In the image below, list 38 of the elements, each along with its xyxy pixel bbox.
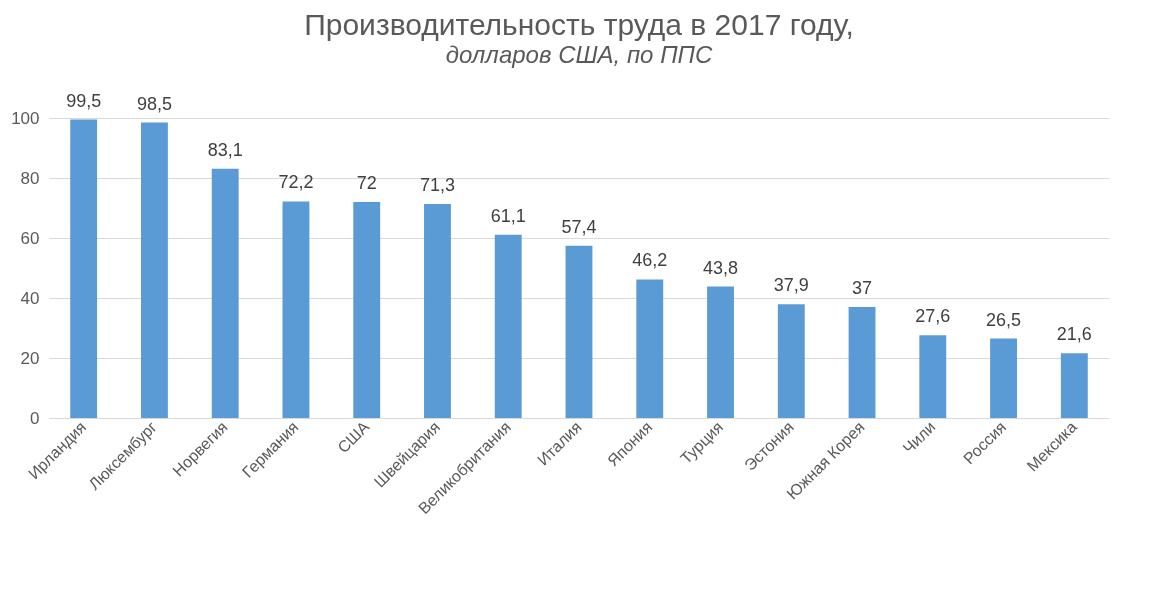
data-label: 37,9: [773, 275, 809, 296]
bar: [707, 286, 734, 418]
y-tick-label: 100: [11, 108, 40, 128]
bar: [282, 201, 310, 418]
data-label: 46,2: [632, 250, 668, 271]
bar: [1060, 353, 1088, 418]
bar: [919, 335, 947, 418]
data-label: 98,5: [136, 93, 172, 114]
y-tick-label: 40: [20, 288, 40, 308]
bar: [140, 122, 168, 418]
bar: [353, 202, 381, 418]
bar: [777, 304, 805, 418]
bar: [990, 338, 1018, 418]
chart-title: Производительность труда в 2017 году,: [304, 7, 854, 41]
data-label: 72: [356, 173, 377, 193]
data-label: 37: [852, 278, 873, 298]
bar: [565, 245, 593, 418]
y-tick-label: 80: [20, 168, 40, 188]
data-label: 61,1: [490, 205, 526, 226]
bar: [70, 119, 98, 418]
data-label: 27,6: [915, 306, 951, 327]
data-label: 57,4: [561, 216, 597, 237]
bar: [211, 168, 239, 418]
data-label: 99,5: [66, 90, 102, 111]
y-tick-label: 20: [20, 348, 40, 368]
data-label: 43,8: [703, 257, 739, 278]
data-label: 26,5: [986, 309, 1022, 330]
bar: [424, 204, 451, 418]
data-label: 72,2: [278, 172, 314, 193]
data-label: 21,6: [1056, 324, 1092, 345]
bar: [636, 279, 664, 418]
y-tick-label: 60: [20, 228, 40, 248]
data-label: 71,3: [419, 175, 455, 196]
data-label: 83,1: [207, 139, 243, 160]
y-tick-label: 0: [30, 408, 40, 428]
bar: [494, 234, 522, 418]
chart-subtitle: долларов США, по ППС: [445, 40, 713, 68]
bar: [848, 307, 876, 418]
